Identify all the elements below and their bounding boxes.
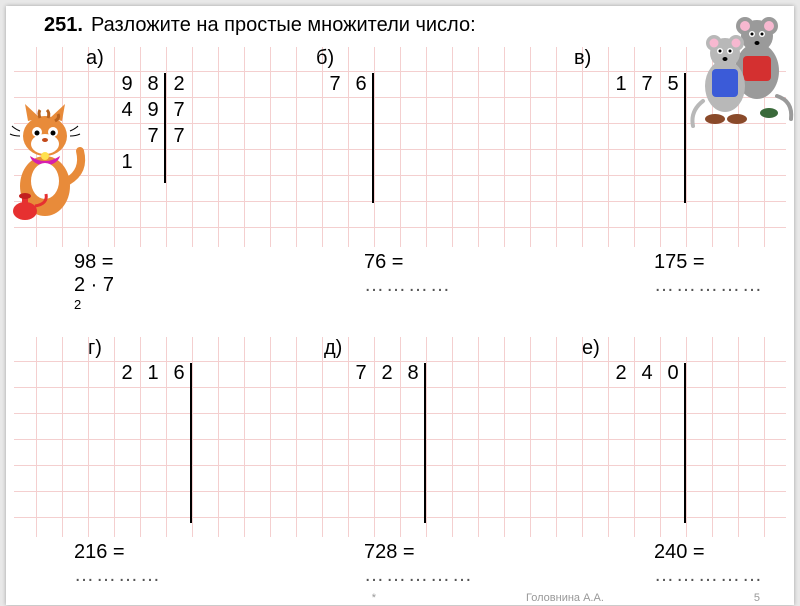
- digit: 2: [166, 71, 192, 97]
- digit: 6: [166, 361, 192, 387]
- lhs: 76 =: [364, 251, 554, 274]
- lhs: 98 =: [74, 251, 264, 274]
- digit: 7: [140, 123, 166, 149]
- rhs: ……………: [654, 274, 800, 297]
- lhs: 728 =: [364, 541, 554, 564]
- digit: 4: [114, 97, 140, 123]
- digit: 9: [114, 71, 140, 97]
- digit: 5: [660, 71, 686, 97]
- digit: 8: [140, 71, 166, 97]
- task-title: 251. Разложите на простые множители числ…: [14, 10, 786, 47]
- digit: 2: [114, 361, 140, 387]
- digit: 7: [634, 71, 660, 97]
- digit: 2: [608, 361, 634, 387]
- result-g: 216 = …………: [74, 541, 264, 587]
- footer: * Головнина А.А. 5: [372, 592, 760, 604]
- label-b: б): [316, 47, 334, 70]
- result-d: 728 = ……………: [364, 541, 554, 587]
- grid-section-top: а) 9 8 2 4 9 7 7 7 1 б) 7 6 в) 1 7 5: [14, 47, 786, 247]
- digit: 1: [140, 361, 166, 387]
- task-text: Разложите на простые множители число:: [91, 14, 476, 37]
- digit: 8: [400, 361, 426, 387]
- answers-top: 98 = 2 · 72 76 = ………… 175 = ……………: [14, 247, 786, 337]
- label-v: в): [574, 47, 591, 70]
- label-g: г): [88, 337, 102, 360]
- lhs: 175 =: [654, 251, 800, 274]
- digit: 4: [634, 361, 660, 387]
- rhs: ……………: [364, 564, 554, 587]
- footer-page: 5: [754, 592, 760, 604]
- rhs: 2 · 7: [74, 274, 264, 297]
- lhs: 216 =: [74, 541, 264, 564]
- digit: 6: [348, 71, 374, 97]
- vline-d: [424, 363, 426, 523]
- digit: 7: [166, 123, 192, 149]
- digit: 9: [140, 97, 166, 123]
- digit: 1: [608, 71, 634, 97]
- digit: 2: [374, 361, 400, 387]
- footer-author: Головнина А.А.: [526, 592, 604, 604]
- vline-g: [190, 363, 192, 523]
- grid-section-bot: г) 2 1 6 д) 7 2 8 е) 2 4 0: [14, 337, 786, 537]
- result-a: 98 = 2 · 72: [74, 251, 264, 323]
- label-e: е): [582, 337, 600, 360]
- exp: 2: [74, 297, 81, 312]
- label-d: д): [324, 337, 342, 360]
- task-number: 251.: [44, 14, 83, 37]
- digit: 1: [114, 149, 140, 175]
- digit: 7: [348, 361, 374, 387]
- footer-star: *: [372, 592, 376, 604]
- lhs: 240 =: [654, 541, 800, 564]
- rhs: …………: [74, 564, 264, 587]
- result-e: 240 = ……………: [654, 541, 800, 587]
- rhs: …………: [364, 274, 554, 297]
- vline-e: [684, 363, 686, 523]
- result-v: 175 = ……………: [654, 251, 800, 323]
- mice-illustration: [685, 1, 800, 131]
- digit: 7: [166, 97, 192, 123]
- result-b: 76 = …………: [364, 251, 554, 323]
- cat-illustration: [0, 96, 90, 226]
- digit: 7: [322, 71, 348, 97]
- rhs: ……………: [654, 564, 800, 587]
- digit: 0: [660, 361, 686, 387]
- label-a: а): [86, 47, 104, 70]
